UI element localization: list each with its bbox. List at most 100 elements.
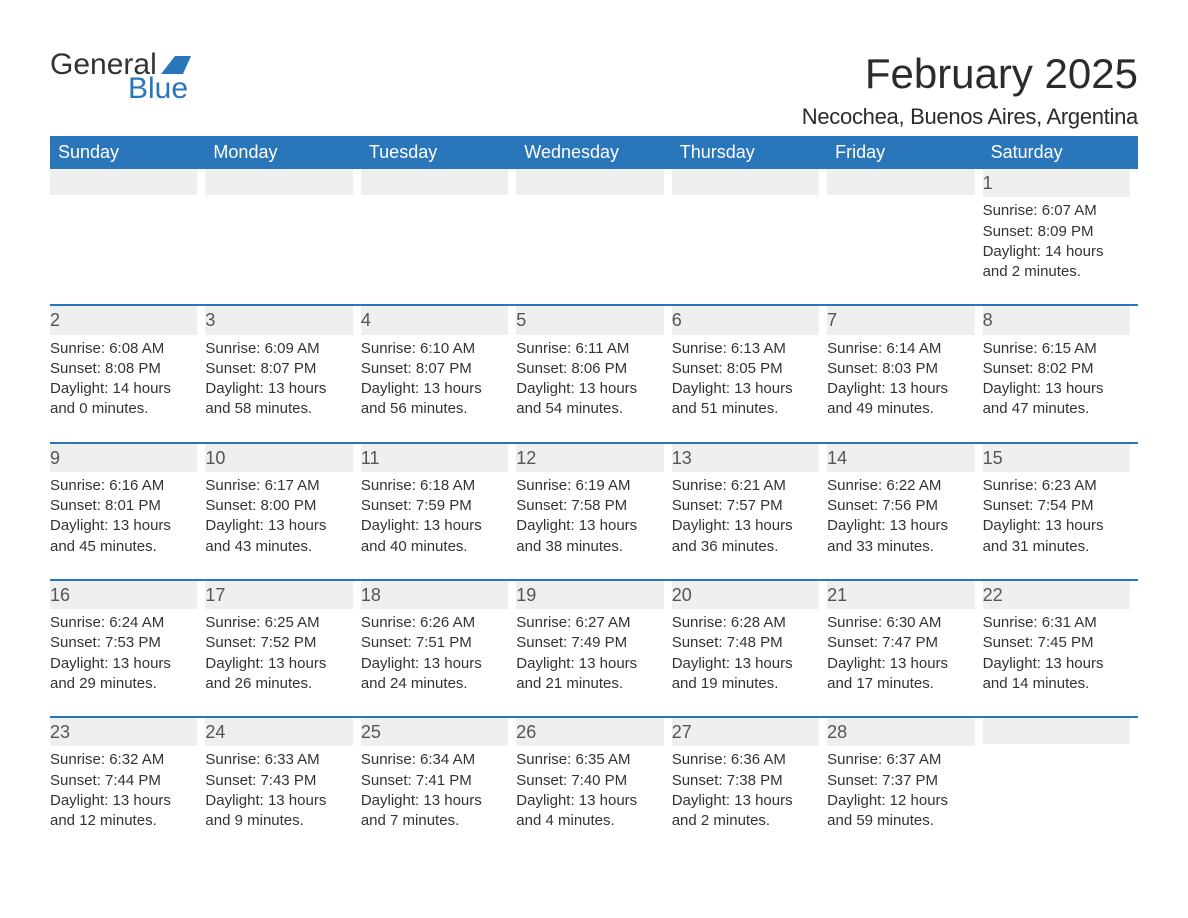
day-info: Sunrise: 6:14 AMSunset: 8:03 PMDaylight:… bbox=[827, 339, 974, 420]
day-info: Sunrise: 6:15 AMSunset: 8:02 PMDaylight:… bbox=[983, 339, 1130, 420]
day-cell: 11Sunrise: 6:18 AMSunset: 7:59 PMDayligh… bbox=[361, 444, 516, 579]
day-number: 2 bbox=[50, 306, 197, 334]
day-info: Sunrise: 6:17 AMSunset: 8:00 PMDaylight:… bbox=[205, 476, 352, 557]
day-info: Sunrise: 6:37 AMSunset: 7:37 PMDaylight:… bbox=[827, 750, 974, 831]
sunset-line: Sunset: 8:06 PM bbox=[516, 359, 663, 379]
daylight-line: Daylight: 13 hours and 45 minutes. bbox=[50, 516, 197, 557]
day-info: Sunrise: 6:33 AMSunset: 7:43 PMDaylight:… bbox=[205, 750, 352, 831]
sunset-line: Sunset: 7:58 PM bbox=[516, 496, 663, 516]
day-info: Sunrise: 6:11 AMSunset: 8:06 PMDaylight:… bbox=[516, 339, 663, 420]
daylight-line: Daylight: 14 hours and 2 minutes. bbox=[983, 242, 1130, 283]
day-info: Sunrise: 6:30 AMSunset: 7:47 PMDaylight:… bbox=[827, 613, 974, 694]
day-info: Sunrise: 6:18 AMSunset: 7:59 PMDaylight:… bbox=[361, 476, 508, 557]
sunset-line: Sunset: 7:48 PM bbox=[672, 633, 819, 653]
sunrise-line: Sunrise: 6:24 AM bbox=[50, 613, 197, 633]
day-info: Sunrise: 6:27 AMSunset: 7:49 PMDaylight:… bbox=[516, 613, 663, 694]
day-cell: 17Sunrise: 6:25 AMSunset: 7:52 PMDayligh… bbox=[205, 581, 360, 716]
daylight-line: Daylight: 13 hours and 21 minutes. bbox=[516, 654, 663, 695]
day-cell: 26 Sunrise: 6:35 AMSunset: 7:40 PMDayligh… bbox=[516, 718, 671, 853]
day-info: Sunrise: 6:26 AMSunset: 7:51 PMDaylight:… bbox=[361, 613, 508, 694]
sunrise-line: Sunrise: 6:26 AM bbox=[361, 613, 508, 633]
day-number: 24 bbox=[205, 718, 352, 746]
sunset-line: Sunset: 7:37 PM bbox=[827, 771, 974, 791]
daylight-line: Daylight: 14 hours and 0 minutes. bbox=[50, 379, 197, 420]
day-cell: 3Sunrise: 6:09 AMSunset: 8:07 PMDaylight… bbox=[205, 306, 360, 441]
day-number: 9 bbox=[50, 444, 197, 472]
daylight-line: Daylight: 13 hours and 47 minutes. bbox=[983, 379, 1130, 420]
day-number: 26 bbox=[516, 718, 663, 746]
day-number: 15 bbox=[983, 444, 1130, 472]
day-info: Sunrise: 6:24 AMSunset: 7:53 PMDaylight:… bbox=[50, 613, 197, 694]
dow-header-row: SundayMondayTuesdayWednesdayThursdayFrid… bbox=[50, 136, 1138, 169]
day-number: 28 bbox=[827, 718, 974, 746]
daylight-line: Daylight: 13 hours and 56 minutes. bbox=[361, 379, 508, 420]
day-cell: 28 Sunrise: 6:37 AMSunset: 7:37 PMDayligh… bbox=[827, 718, 982, 853]
sunset-line: Sunset: 7:53 PM bbox=[50, 633, 197, 653]
sunset-line: Sunset: 7:45 PM bbox=[983, 633, 1130, 653]
day-number: 23 bbox=[50, 718, 197, 746]
empty-cell bbox=[516, 169, 671, 304]
calendar-grid: SundayMondayTuesdayWednesdayThursdayFrid… bbox=[50, 136, 1138, 853]
daylight-line: Daylight: 13 hours and 4 minutes. bbox=[516, 791, 663, 832]
daylight-line: Daylight: 13 hours and 29 minutes. bbox=[50, 654, 197, 695]
daylight-line: Daylight: 13 hours and 24 minutes. bbox=[361, 654, 508, 695]
sunrise-line: Sunrise: 6:10 AM bbox=[361, 339, 508, 359]
sunrise-line: Sunrise: 6:23 AM bbox=[983, 476, 1130, 496]
sunrise-line: Sunrise: 6:33 AM bbox=[205, 750, 352, 770]
day-cell: 22Sunrise: 6:31 AMSunset: 7:45 PMDayligh… bbox=[983, 581, 1138, 716]
day-number: 25 bbox=[361, 718, 508, 746]
title-block: February 2025 Necochea, Buenos Aires, Ar… bbox=[802, 50, 1138, 130]
day-info: Sunrise: 6:31 AMSunset: 7:45 PMDaylight:… bbox=[983, 613, 1130, 694]
dow-sunday: Sunday bbox=[50, 136, 205, 169]
day-number: 18 bbox=[361, 581, 508, 609]
sunset-line: Sunset: 8:01 PM bbox=[50, 496, 197, 516]
day-info: Sunrise: 6:22 AMSunset: 7:56 PMDaylight:… bbox=[827, 476, 974, 557]
daylight-line: Daylight: 13 hours and 38 minutes. bbox=[516, 516, 663, 557]
sunset-line: Sunset: 7:41 PM bbox=[361, 771, 508, 791]
dow-friday: Friday bbox=[827, 136, 982, 169]
sunset-line: Sunset: 8:07 PM bbox=[205, 359, 352, 379]
day-number: 14 bbox=[827, 444, 974, 472]
sunset-line: Sunset: 7:52 PM bbox=[205, 633, 352, 653]
day-number: 6 bbox=[672, 306, 819, 334]
empty-cell bbox=[50, 169, 205, 304]
day-cell: 6 Sunrise: 6:13 AMSunset: 8:05 PMDaylight… bbox=[672, 306, 827, 441]
day-cell: 24 Sunrise: 6:33 AMSunset: 7:43 PMDayligh… bbox=[205, 718, 360, 853]
day-cell: 27Sunrise: 6:36 AMSunset: 7:38 PMDayligh… bbox=[672, 718, 827, 853]
sunset-line: Sunset: 7:43 PM bbox=[205, 771, 352, 791]
daylight-line: Daylight: 13 hours and 17 minutes. bbox=[827, 654, 974, 695]
day-info: Sunrise: 6:35 AMSunset: 7:40 PMDaylight:… bbox=[516, 750, 663, 831]
day-number: 8 bbox=[983, 306, 1130, 334]
sunset-line: Sunset: 7:49 PM bbox=[516, 633, 663, 653]
sunrise-line: Sunrise: 6:34 AM bbox=[361, 750, 508, 770]
sunset-line: Sunset: 8:08 PM bbox=[50, 359, 197, 379]
daylight-line: Daylight: 13 hours and 54 minutes. bbox=[516, 379, 663, 420]
sunrise-line: Sunrise: 6:36 AM bbox=[672, 750, 819, 770]
day-number: 12 bbox=[516, 444, 663, 472]
sunrise-line: Sunrise: 6:25 AM bbox=[205, 613, 352, 633]
day-cell: 2Sunrise: 6:08 AMSunset: 8:08 PMDaylight… bbox=[50, 306, 205, 441]
daylight-line: Daylight: 13 hours and 40 minutes. bbox=[361, 516, 508, 557]
day-cell: 12Sunrise: 6:19 AMSunset: 7:58 PMDayligh… bbox=[516, 444, 671, 579]
day-cell: 5Sunrise: 6:11 AMSunset: 8:06 PMDaylight… bbox=[516, 306, 671, 441]
day-info: Sunrise: 6:21 AMSunset: 7:57 PMDaylight:… bbox=[672, 476, 819, 557]
sunrise-line: Sunrise: 6:30 AM bbox=[827, 613, 974, 633]
location-subtitle: Necochea, Buenos Aires, Argentina bbox=[802, 104, 1138, 130]
dow-thursday: Thursday bbox=[672, 136, 827, 169]
day-number bbox=[361, 169, 508, 195]
day-cell: 4Sunrise: 6:10 AMSunset: 8:07 PMDaylight… bbox=[361, 306, 516, 441]
sunset-line: Sunset: 8:05 PM bbox=[672, 359, 819, 379]
week-row: 2Sunrise: 6:08 AMSunset: 8:08 PMDaylight… bbox=[50, 304, 1138, 441]
sunrise-line: Sunrise: 6:27 AM bbox=[516, 613, 663, 633]
day-cell: 18 Sunrise: 6:26 AMSunset: 7:51 PMDayligh… bbox=[361, 581, 516, 716]
empty-cell bbox=[827, 169, 982, 304]
day-info: Sunrise: 6:34 AMSunset: 7:41 PMDaylight:… bbox=[361, 750, 508, 831]
day-info: Sunrise: 6:13 AMSunset: 8:05 PMDaylight:… bbox=[672, 339, 819, 420]
dow-monday: Monday bbox=[205, 136, 360, 169]
empty-cell bbox=[983, 718, 1138, 853]
brand-blue: Blue bbox=[128, 74, 195, 104]
sunset-line: Sunset: 7:59 PM bbox=[361, 496, 508, 516]
empty-cell bbox=[361, 169, 516, 304]
day-number: 13 bbox=[672, 444, 819, 472]
day-number: 27 bbox=[672, 718, 819, 746]
